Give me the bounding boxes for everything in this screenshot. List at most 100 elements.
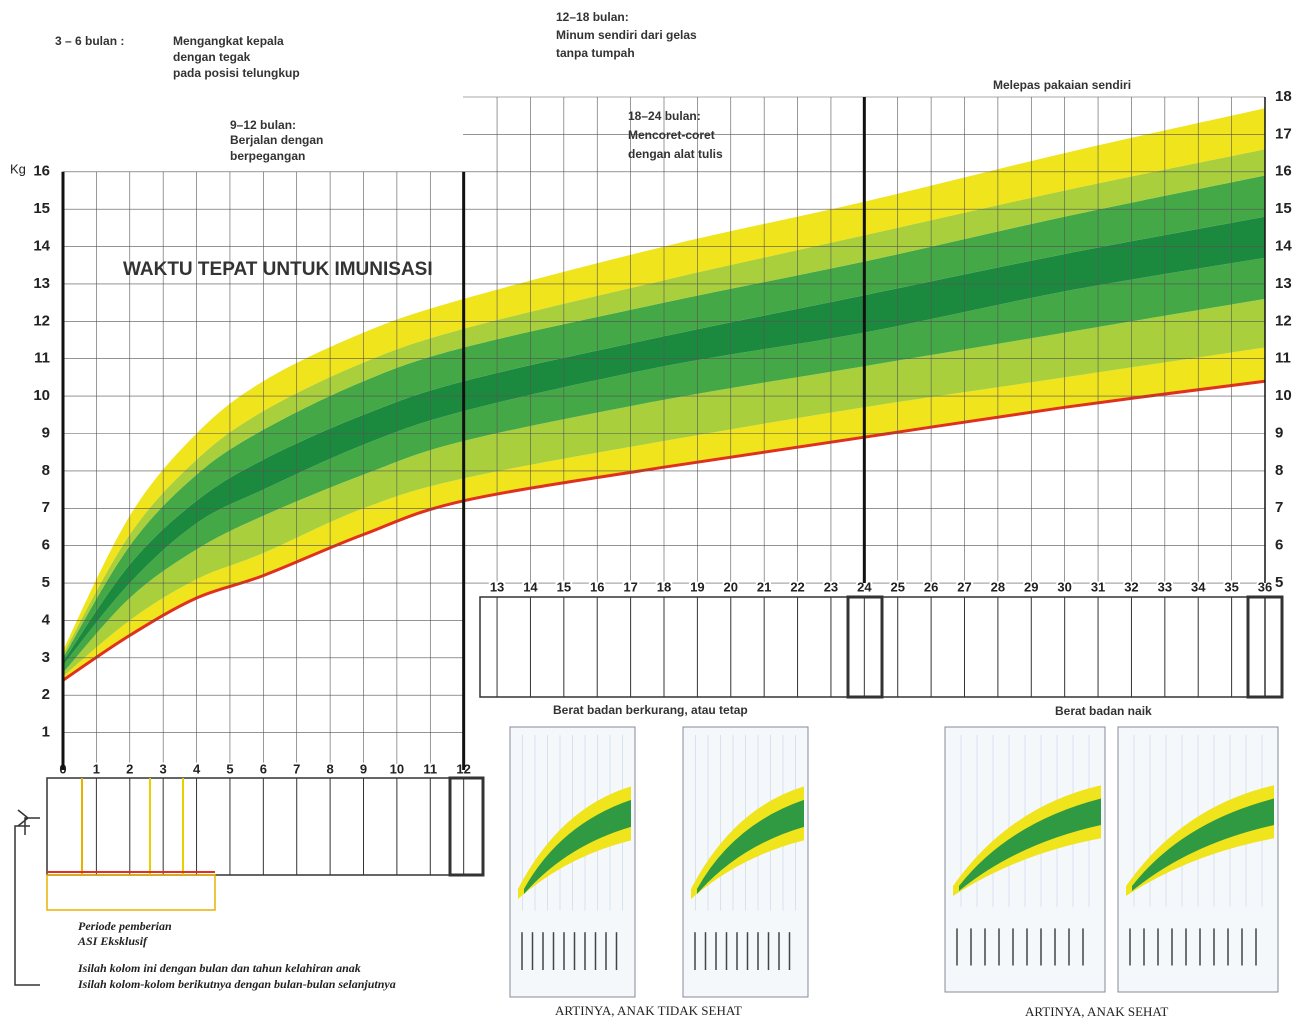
y-tick-label: 9 xyxy=(42,424,50,441)
x-tick-label: 19 xyxy=(690,579,704,594)
x-tick-label: 34 xyxy=(1191,579,1206,594)
x-tick-label: 21 xyxy=(757,579,771,594)
thumb-band xyxy=(1132,798,1274,891)
x-tick-label: 27 xyxy=(957,579,971,594)
annotation: dengan alat tulis xyxy=(628,147,723,161)
annotation: Isilah kolom-kolom berikutnya dengan bul… xyxy=(77,977,396,991)
y-tick-label: 7 xyxy=(42,499,50,516)
x-tick-label: 13 xyxy=(490,579,504,594)
x-tick-label: 15 xyxy=(557,579,571,594)
band-area xyxy=(63,298,1265,677)
y2-tick-label: 18 xyxy=(1275,88,1292,105)
y-tick-label: 5 xyxy=(42,574,50,591)
x-tick-label: 33 xyxy=(1158,579,1172,594)
y-tick-label: 1 xyxy=(42,724,50,741)
y-tick-label: 14 xyxy=(33,238,50,255)
y-tick-label: 12 xyxy=(33,312,50,329)
bands xyxy=(63,108,1265,682)
annotation: tanpa tumpah xyxy=(556,46,635,60)
y-tick-label: 3 xyxy=(42,649,50,666)
x-tick-label: 24 xyxy=(857,579,872,594)
x-tick-label: 25 xyxy=(890,579,904,594)
x-tick-label: 9 xyxy=(360,761,367,776)
x-tick-label: 4 xyxy=(193,761,201,776)
x-tick-label: 20 xyxy=(724,579,738,594)
annotation: Isilah kolom ini dengan bulan dan tahun … xyxy=(77,961,361,975)
x-tick-label: 5 xyxy=(226,761,233,776)
y-axis-label: Kg xyxy=(10,161,26,176)
y2-tick-label: 8 xyxy=(1275,462,1283,479)
annotation: 18–24 bulan: xyxy=(628,109,701,123)
x-tick-label: 10 xyxy=(390,761,404,776)
y2-tick-label: 7 xyxy=(1275,499,1283,516)
x-tick-label: 29 xyxy=(1024,579,1038,594)
band-area xyxy=(63,257,1265,673)
y-tick-label: 8 xyxy=(42,462,50,479)
annotation: dengan tegak xyxy=(173,50,251,64)
x-tick-label: 31 xyxy=(1091,579,1105,594)
y2-tick-label: 14 xyxy=(1275,238,1292,255)
y2-tick-label: 5 xyxy=(1275,574,1283,591)
annotation: ARTINYA, ANAK SEHAT xyxy=(1025,1004,1168,1019)
x-tick-label: 17 xyxy=(623,579,637,594)
x-tick-label: 11 xyxy=(423,761,437,776)
x-tick-label: 36 xyxy=(1258,579,1272,594)
annotation: pada posisi telungkup xyxy=(173,66,300,80)
x-tick-label: 35 xyxy=(1224,579,1238,594)
band-area xyxy=(63,108,1265,655)
annotation: 3 – 6 bulan : xyxy=(55,34,124,48)
x-tick-label: 3 xyxy=(160,761,167,776)
x-tick-label: 2 xyxy=(126,761,133,776)
y2-tick-label: 10 xyxy=(1275,387,1292,404)
y-tick-label: 2 xyxy=(42,686,50,703)
y2-tick-label: 6 xyxy=(1275,537,1283,554)
y-tick-label: 15 xyxy=(33,200,50,217)
x-tick-label: 28 xyxy=(991,579,1005,594)
y2-tick-label: 17 xyxy=(1275,125,1292,142)
annotation: 9–12 bulan: xyxy=(230,118,296,132)
y2-tick-label: 13 xyxy=(1275,275,1292,292)
y-tick-label: 16 xyxy=(33,163,50,180)
annotation: Berjalan dengan xyxy=(230,133,323,147)
x-tick-label: 6 xyxy=(260,761,267,776)
x-tick-label: 16 xyxy=(590,579,604,594)
annotation: Berat badan berkurang, atau tetap xyxy=(553,703,748,717)
x-tick-label: 14 xyxy=(523,579,538,594)
annotation: 12–18 bulan: xyxy=(556,10,629,24)
y-tick-label: 4 xyxy=(42,611,51,628)
example-cards xyxy=(509,726,1279,998)
y-tick-label: 6 xyxy=(42,537,50,554)
annotation: Periode pemberian xyxy=(78,919,172,933)
grid: 1234567891011121314151656789101112131415… xyxy=(33,88,1292,875)
x-tick-label: 7 xyxy=(293,761,300,776)
month-boxes xyxy=(14,595,1284,986)
x-tick-label: 8 xyxy=(326,761,333,776)
x-tick-label: 30 xyxy=(1057,579,1071,594)
band-area xyxy=(63,347,1265,681)
thumb-band xyxy=(524,799,631,894)
y2-tick-label: 15 xyxy=(1275,200,1292,217)
x-tick-label: 22 xyxy=(790,579,804,594)
chart-title: WAKTU TEPAT UNTUK IMUNISASI xyxy=(123,259,433,280)
annotation: Mencoret-coret xyxy=(628,128,715,142)
annotation: ASI Eksklusif xyxy=(77,934,148,948)
y2-tick-label: 9 xyxy=(1275,424,1283,441)
y2-tick-label: 16 xyxy=(1275,163,1292,180)
annotation: Minum sendiri dari gelas xyxy=(556,28,697,42)
x-tick-label: 23 xyxy=(824,579,838,594)
annotation: Berat badan naik xyxy=(1055,704,1152,718)
annotation: ARTINYA, ANAK TIDAK SEHAT xyxy=(555,1003,742,1018)
x-tick-label: 1 xyxy=(93,761,100,776)
thumb-band xyxy=(697,799,804,894)
band-area xyxy=(63,216,1265,666)
band-area xyxy=(63,149,1265,658)
annotation: Melepas pakaian sendiri xyxy=(993,78,1131,92)
x-tick-label: 18 xyxy=(657,579,671,594)
y-tick-label: 11 xyxy=(34,350,50,367)
x-tick-label: 26 xyxy=(924,579,938,594)
y2-tick-label: 11 xyxy=(1275,350,1291,367)
y2-tick-label: 12 xyxy=(1275,312,1292,329)
band-area xyxy=(63,175,1265,662)
thumb-band xyxy=(959,798,1101,891)
